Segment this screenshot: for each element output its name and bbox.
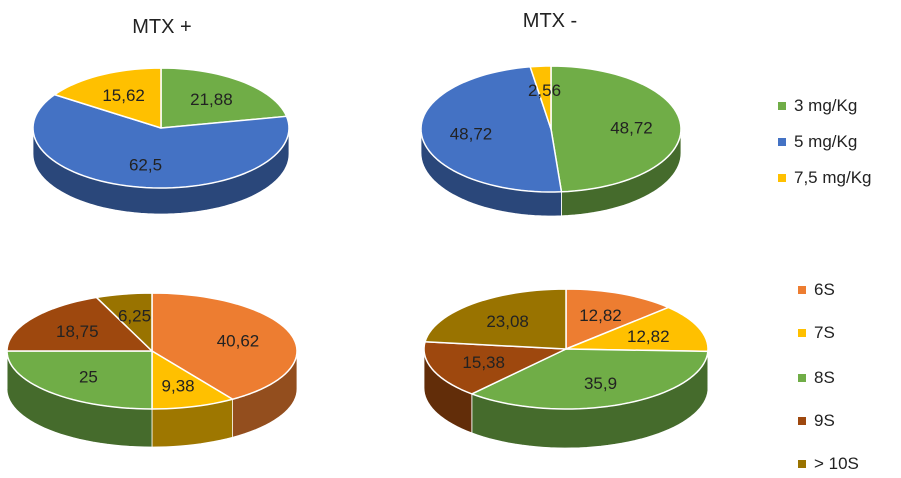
legend-item-10s: > 10S xyxy=(798,454,859,474)
data-label-3-mg-kg: 48,72 xyxy=(610,118,653,137)
pie-slice-7s xyxy=(151,350,234,410)
legend-item-7s: 7S xyxy=(798,323,835,343)
legend-label-9s: 9S xyxy=(814,411,835,430)
data-label-5-mg-kg: 48,72 xyxy=(450,125,493,144)
data-label-9s: 18,75 xyxy=(56,322,99,341)
pie-slice-5-mg-kg xyxy=(420,66,563,193)
legend-item-5mg: 5 mg/Kg xyxy=(778,132,857,152)
data-label-8s: 25 xyxy=(79,367,98,386)
pie-slice-3-mg-kg xyxy=(550,65,682,193)
legend-swatch-8s xyxy=(798,374,806,382)
pie-slice-7s xyxy=(565,306,709,353)
legend-label-7-5mg: 7,5 mg/Kg xyxy=(794,168,872,187)
pie-slice-9s xyxy=(423,341,567,395)
data-label-6s: 40,62 xyxy=(217,332,260,351)
legend-item-6s: 6S xyxy=(798,280,835,300)
data-label-7-5-mg-kg: 2,56 xyxy=(528,81,561,100)
legend-label-3mg: 3 mg/Kg xyxy=(794,96,858,115)
data-label-8s: 35,9 xyxy=(584,374,617,393)
pie-chart-3: 40,62 9,38 25 18,75 6,25 xyxy=(6,292,298,448)
pie-slice-10s xyxy=(424,288,567,350)
column-title-mtx-plus: MTX + xyxy=(132,16,192,38)
pie-slice-10s xyxy=(95,292,153,352)
data-label-7s: 9,38 xyxy=(162,376,195,395)
pie-slice-7-5-mg-kg xyxy=(529,65,552,130)
pie-slice-8s xyxy=(471,348,709,410)
data-label-9s: 15,38 xyxy=(462,353,505,372)
legend-item-9s: 9S xyxy=(798,411,835,431)
legend-label-5mg: 5 mg/Kg xyxy=(794,132,858,151)
pie-chart-1: 21,88 62,5 15,62 xyxy=(32,67,290,215)
legend-label-8s: 8S xyxy=(814,368,835,387)
legend-label-10s: > 10S xyxy=(814,454,859,473)
pie-slice-7-5-mg-kg xyxy=(53,67,162,129)
legend-label-7s: 7S xyxy=(814,323,835,342)
legend-swatch-6s xyxy=(798,286,806,294)
data-label-10s: 23,08 xyxy=(486,312,529,331)
legend-label-6s: 6S xyxy=(814,280,835,299)
legend-swatch-3mg xyxy=(778,102,786,110)
legend-swatch-5mg xyxy=(778,138,786,146)
pie-slice-9s xyxy=(6,296,153,352)
legend-swatch-10s xyxy=(798,460,806,468)
pie-slice-5-mg-kg xyxy=(32,93,290,189)
legend-item-8s: 8S xyxy=(798,368,835,388)
pie-slice-3-mg-kg xyxy=(160,67,288,129)
legend-swatch-7s xyxy=(798,329,806,337)
legend-item-7-5mg: 7,5 mg/Kg xyxy=(778,168,872,188)
legend-item-3mg: 3 mg/Kg xyxy=(778,96,857,116)
data-label-10s: 6,25 xyxy=(118,307,151,326)
data-label-7-5-mg-kg: 15,62 xyxy=(102,86,145,105)
legend-swatch-7-5mg xyxy=(778,174,786,182)
legend-swatch-9s xyxy=(798,417,806,425)
pie-chart-4: 12,82 12,82 35,9 15,38 23,08 xyxy=(423,288,709,449)
pie-slice-6s xyxy=(565,288,670,350)
column-title-mtx-minus: MTX - xyxy=(522,10,578,32)
data-label-6s: 12,82 xyxy=(579,306,622,325)
data-label-5-mg-kg: 62,5 xyxy=(129,156,162,175)
data-label-7s: 12,82 xyxy=(627,327,670,346)
pie-slice-8s xyxy=(6,350,153,410)
data-label-3-mg-kg: 21,88 xyxy=(190,90,233,109)
pie-chart-2: 48,72 48,72 2,56 xyxy=(420,65,682,217)
